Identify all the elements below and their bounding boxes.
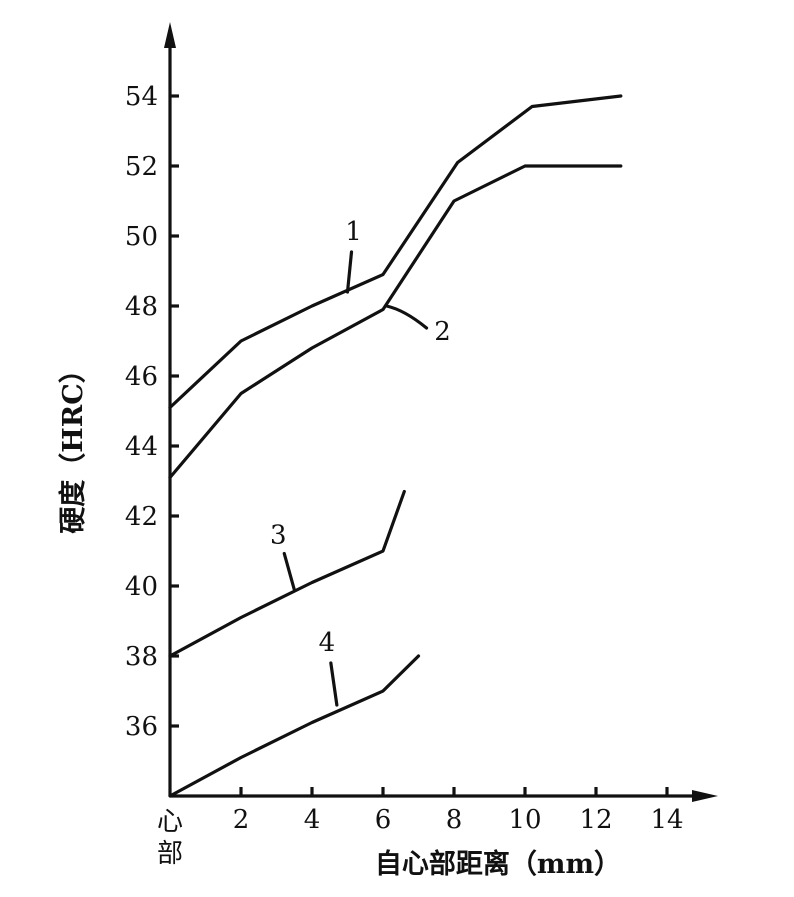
x-origin-label: 心部: [157, 807, 183, 869]
x-tick-label: 4: [304, 805, 321, 835]
series-label-3: 3: [270, 521, 287, 551]
x-tick-label: 2: [233, 805, 250, 835]
series-leader-4: [329, 661, 339, 707]
series-label-1: 1: [345, 217, 362, 247]
y-tick-label: 54: [125, 82, 158, 112]
y-tick-label: 48: [125, 292, 158, 322]
y-tick-label: 36: [125, 712, 158, 742]
y-tick-label: 42: [125, 502, 158, 532]
axis-titles: 硬度（HRC） 自心部距离（mm）: [57, 356, 621, 880]
y-tick-label: 40: [125, 572, 158, 602]
series-leader-1: [345, 250, 354, 294]
series-line-1: [168, 94, 623, 410]
series-label-4: 4: [319, 628, 336, 658]
x-tick-label: 6: [375, 805, 392, 835]
series-label-2: 2: [434, 317, 451, 347]
y-tick-label: 38: [125, 642, 158, 672]
x-tick-label: 12: [579, 805, 612, 835]
x-tick-label: 8: [446, 805, 463, 835]
series-line-4: [168, 654, 421, 798]
y-tick-label: 44: [125, 432, 158, 462]
y-tick-label: 46: [125, 362, 158, 392]
series-leader-3: [282, 551, 296, 592]
x-axis-arrow: [692, 790, 718, 802]
series-leader-2: [384, 304, 429, 330]
x-tick-label: 10: [508, 805, 541, 835]
y-axis-title: 硬度（HRC）: [57, 356, 89, 533]
series-line-2: [168, 164, 623, 480]
x-axis-title: 自心部距离（mm）: [375, 848, 621, 880]
y-tick-label: 52: [125, 152, 158, 182]
y-tick-label: 50: [125, 222, 158, 252]
x-tick-label: 14: [650, 805, 683, 835]
series-line-3: [168, 489, 406, 658]
y-axis-arrow: [164, 22, 176, 48]
axes: [164, 22, 718, 802]
curves: 1 2 3 4: [168, 94, 623, 798]
